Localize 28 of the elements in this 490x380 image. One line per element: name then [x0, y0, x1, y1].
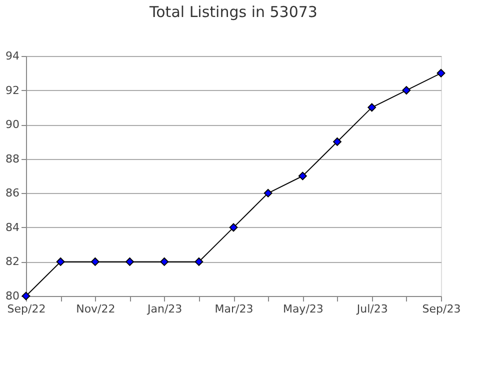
point — [194, 258, 204, 266]
x-tick-label: Jan/23 — [146, 302, 182, 316]
y-tick-label: 92 — [6, 84, 20, 97]
point — [56, 258, 65, 266]
point — [160, 258, 169, 266]
point — [436, 68, 446, 78]
point — [90, 258, 100, 266]
point — [298, 172, 307, 180]
point — [229, 223, 238, 232]
y-tick-label: 94 — [6, 50, 20, 62]
point — [402, 86, 411, 94]
point — [126, 258, 134, 266]
x-tick-label: Jul/23 — [356, 302, 388, 316]
x-tick-label: Mar/23 — [214, 302, 254, 316]
y-tick-label: 80 — [6, 290, 20, 302]
x-tick-label: May/23 — [282, 302, 324, 316]
y-tick-label: 84 — [6, 220, 20, 234]
x-tick-label: Sep/23 — [422, 302, 461, 316]
chart-title: Total Listings in 53073 — [148, 3, 318, 21]
x-tick-label: Nov/22 — [76, 302, 116, 316]
x-tick-label: Sep/22 — [7, 302, 46, 316]
y-tick-label: 88 — [6, 152, 20, 166]
point — [333, 138, 342, 146]
y-tick-label: 90 — [6, 118, 20, 132]
y-tick-label: 82 — [6, 255, 20, 268]
point — [368, 103, 376, 112]
point — [264, 188, 272, 198]
y-tick-label: 86 — [6, 186, 20, 200]
